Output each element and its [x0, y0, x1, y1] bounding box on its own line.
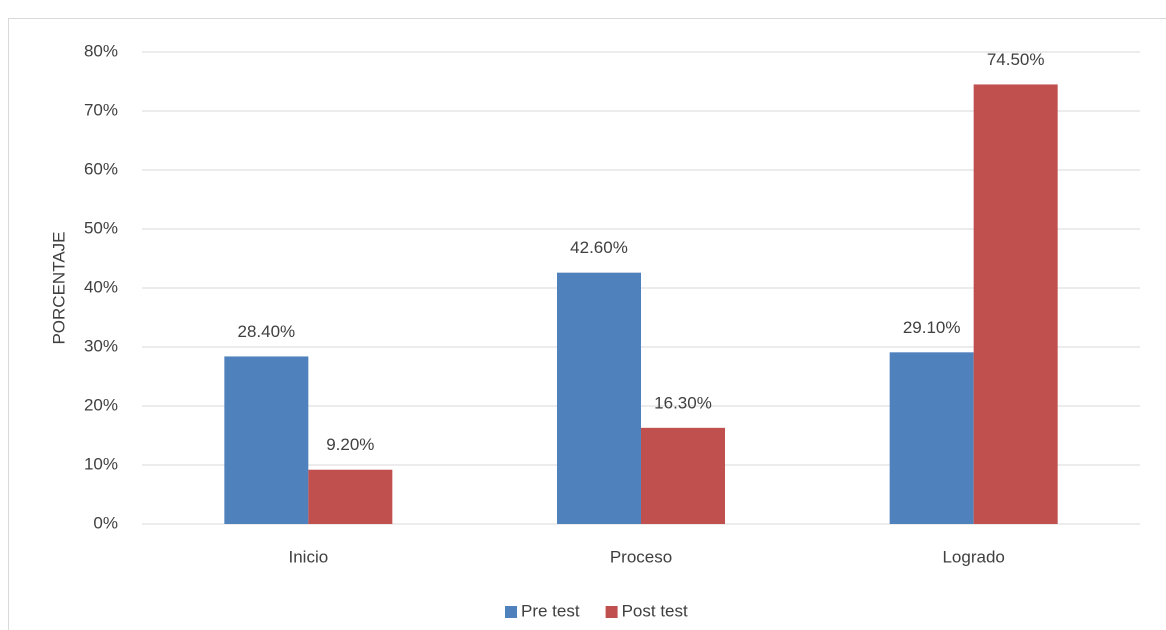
data-label: 9.20% — [326, 435, 374, 454]
x-tick-label: Logrado — [942, 547, 1004, 566]
bar — [973, 84, 1058, 524]
legend-swatch — [605, 606, 618, 618]
y-tick-label: 70% — [84, 100, 118, 119]
data-label: 16.30% — [654, 393, 712, 412]
y-tick-label: 50% — [84, 218, 118, 237]
y-tick-label: 40% — [84, 277, 118, 296]
x-tick-label: Inicio — [288, 547, 328, 566]
legend-label: Post test — [622, 601, 688, 620]
data-label: 28.40% — [237, 322, 295, 341]
bar — [557, 272, 641, 524]
y-tick-label: 60% — [84, 159, 118, 178]
y-tick-label: 80% — [84, 41, 118, 60]
bar — [308, 469, 393, 524]
bar — [641, 427, 725, 524]
y-axis-label: PORCENTAJE — [49, 231, 68, 344]
y-tick-label: 10% — [84, 454, 118, 473]
y-tick-label: 20% — [84, 395, 118, 414]
y-tick-label: 0% — [93, 513, 118, 532]
y-tick-label: 30% — [84, 336, 118, 355]
bar — [889, 352, 974, 524]
chart-border — [8, 18, 1166, 630]
bar — [224, 356, 309, 524]
data-label: 74.50% — [987, 50, 1045, 69]
data-label: 42.60% — [570, 238, 628, 257]
legend-swatch — [505, 606, 517, 618]
x-tick-label: Proceso — [610, 547, 672, 566]
data-label: 29.10% — [903, 318, 961, 337]
legend-label: Pre test — [521, 601, 580, 620]
